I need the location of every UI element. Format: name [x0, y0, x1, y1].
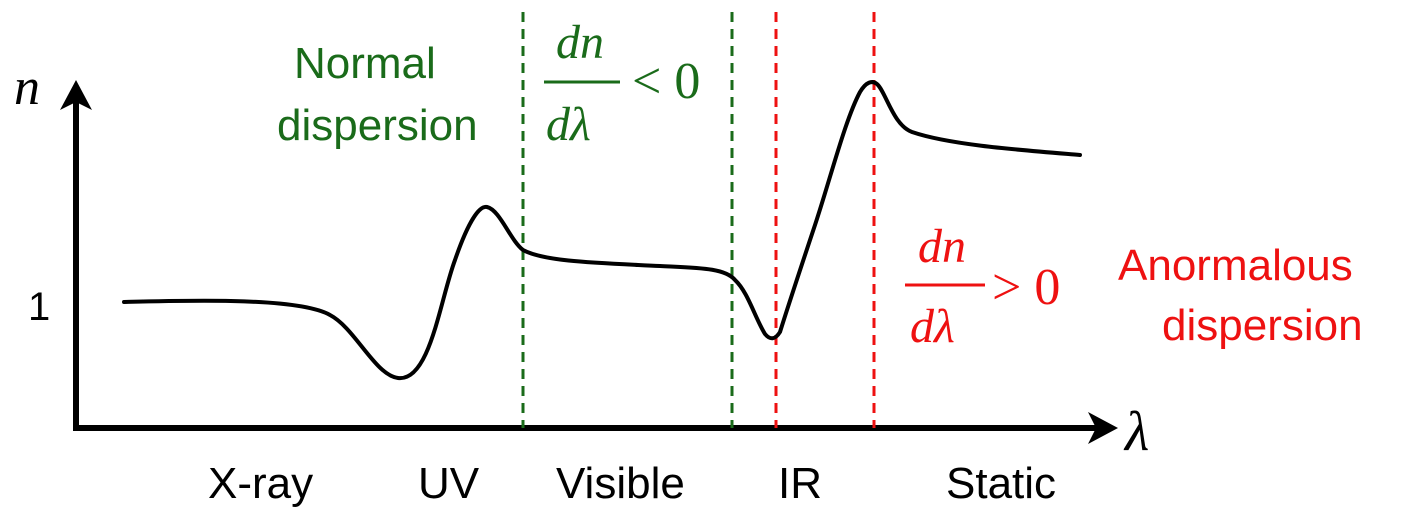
- y-axis-arrow: [60, 80, 92, 110]
- region-label-uv: UV: [418, 459, 480, 508]
- x-axis-label: λ: [1123, 401, 1149, 463]
- x-axis-arrow: [1088, 412, 1118, 444]
- normal-dispersion-title-line1: Normal: [294, 39, 436, 88]
- normal-fraction-numerator: dn: [556, 16, 604, 69]
- refractive-index-curve: [122, 80, 1082, 381]
- normal-relation: < 0: [632, 53, 700, 110]
- normal-fraction-denominator: dλ: [546, 98, 591, 151]
- region-label-ir: IR: [778, 459, 822, 508]
- region-label-xray: X-ray: [208, 459, 313, 508]
- anomalous-relation: > 0: [992, 259, 1060, 316]
- y-tick-one: 1: [28, 285, 50, 329]
- y-axis-label: n: [14, 59, 40, 116]
- region-label-static: Static: [946, 459, 1056, 508]
- anomalous-dispersion-title-line1: Anormalous: [1118, 241, 1353, 290]
- anomalous-dispersion-title-line2: dispersion: [1162, 301, 1363, 350]
- anomalous-fraction-denominator: dλ: [910, 300, 955, 353]
- anomalous-fraction-numerator: dn: [918, 220, 966, 273]
- normal-dispersion-title-line2: dispersion: [277, 101, 478, 150]
- region-label-visible: Visible: [556, 459, 685, 508]
